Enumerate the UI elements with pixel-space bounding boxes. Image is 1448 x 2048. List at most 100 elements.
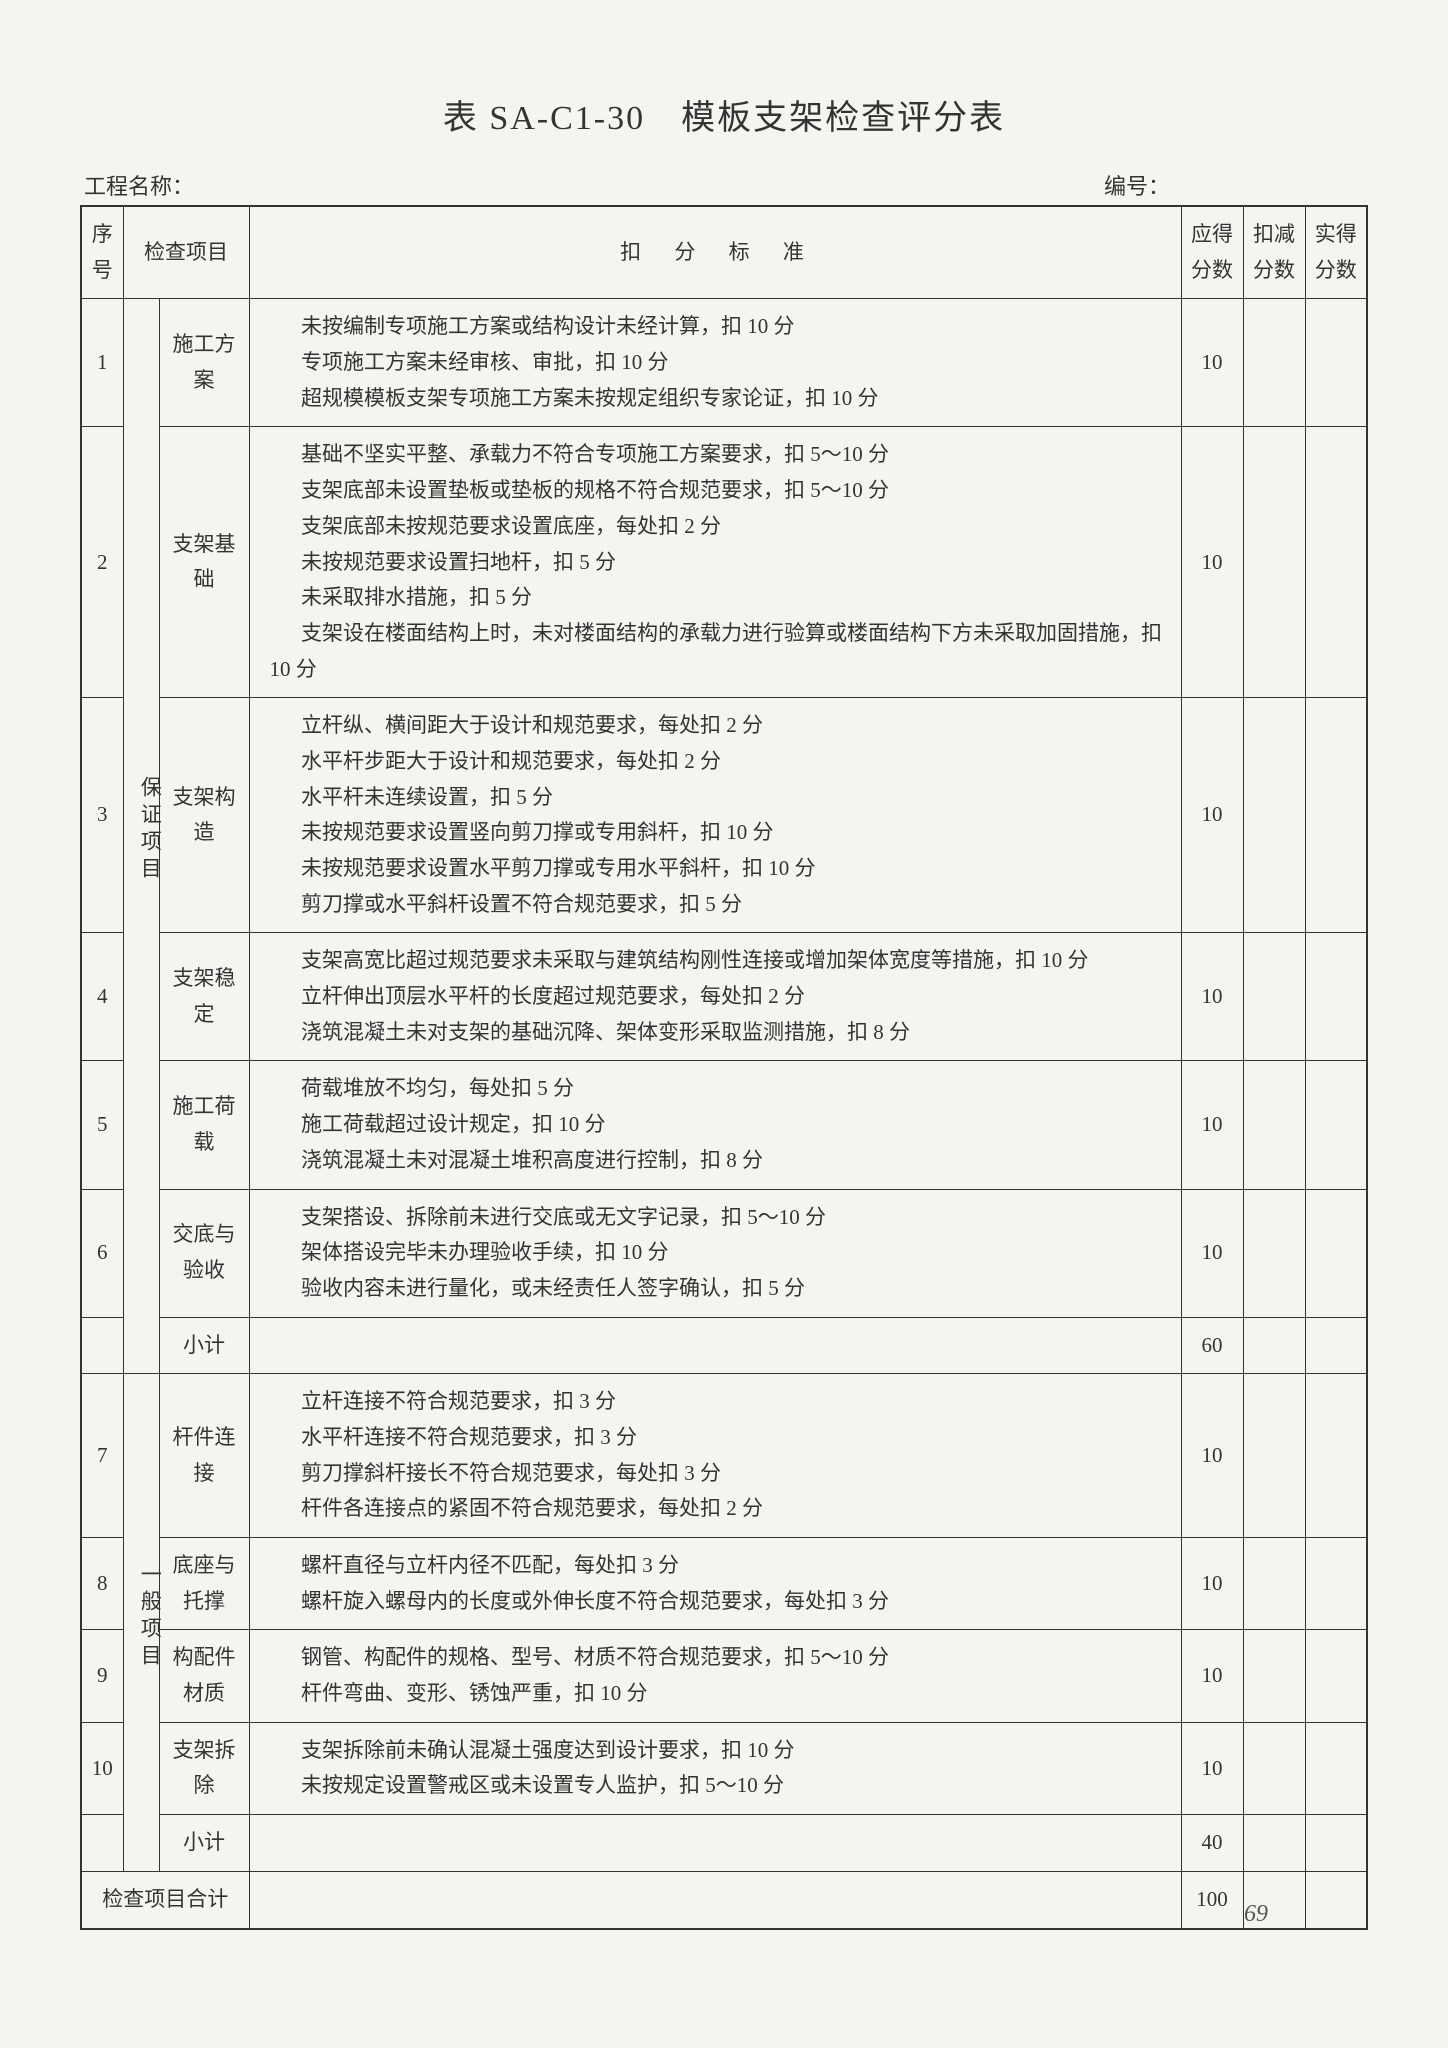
seq-cell: 4 bbox=[81, 933, 123, 1061]
subtotal-row: 小计 60 bbox=[81, 1317, 1367, 1374]
group-label: 一般项目 bbox=[132, 1563, 168, 1671]
actual-cell bbox=[1305, 1722, 1367, 1814]
criteria-cell: 未按编制专项施工方案或结构设计未经计算，扣 10 分专项施工方案未经审核、审批，… bbox=[249, 299, 1181, 427]
table-row: 4支架稳定支架高宽比超过规范要求未采取与建筑结构刚性连接或增加架体宽度等措施，扣… bbox=[81, 933, 1367, 1061]
criteria-line: 钢管、构配件的规格、型号、材质不符合规范要求，扣 5～10 分 bbox=[270, 1640, 1169, 1676]
actual-cell bbox=[1305, 1189, 1367, 1317]
actual-cell bbox=[1305, 933, 1367, 1061]
hdr-actual: 实得分数 bbox=[1305, 206, 1367, 299]
item-cell: 施工方案 bbox=[159, 299, 249, 427]
table-row: 6交底与验收支架搭设、拆除前未进行交底或无文字记录，扣 5～10 分架体搭设完毕… bbox=[81, 1189, 1367, 1317]
total-score-cell: 100 bbox=[1181, 1871, 1243, 1928]
criteria-line: 施工荷载超过设计规定，扣 10 分 bbox=[270, 1107, 1169, 1143]
criteria-cell bbox=[249, 1317, 1181, 1374]
subtotal-label-cell: 小计 bbox=[159, 1317, 249, 1374]
group-label-cell: 保证项目 bbox=[123, 299, 159, 1374]
actual-cell bbox=[1305, 1630, 1367, 1722]
serial-number-label: 编号： bbox=[1104, 169, 1364, 201]
seq-cell bbox=[81, 1317, 123, 1374]
score-cell: 10 bbox=[1181, 1061, 1243, 1189]
criteria-line: 立杆连接不符合规范要求，扣 3 分 bbox=[270, 1384, 1169, 1420]
hdr-criteria: 扣 分 标 准 bbox=[249, 206, 1181, 299]
criteria-line: 螺杆旋入螺母内的长度或外伸长度不符合规范要求，每处扣 3 分 bbox=[270, 1584, 1169, 1620]
criteria-line: 螺杆直径与立杆内径不匹配，每处扣 3 分 bbox=[270, 1548, 1169, 1584]
table-row: 5施工荷载荷载堆放不均匀，每处扣 5 分施工荷载超过设计规定，扣 10 分浇筑混… bbox=[81, 1061, 1367, 1189]
project-name-label: 工程名称： bbox=[84, 169, 1104, 201]
seq-cell: 2 bbox=[81, 427, 123, 698]
seq-cell: 5 bbox=[81, 1061, 123, 1189]
score-cell: 10 bbox=[1181, 299, 1243, 427]
score-cell: 10 bbox=[1181, 933, 1243, 1061]
score-cell: 10 bbox=[1181, 427, 1243, 698]
seq-cell: 6 bbox=[81, 1189, 123, 1317]
score-cell: 10 bbox=[1181, 1538, 1243, 1630]
actual-cell bbox=[1305, 698, 1367, 933]
subtotal-label-cell: 小计 bbox=[159, 1815, 249, 1872]
subtotal-row: 小计 40 bbox=[81, 1815, 1367, 1872]
item-cell: 杆件连接 bbox=[159, 1374, 249, 1538]
criteria-cell: 支架拆除前未确认混凝土强度达到设计要求，扣 10 分未按规定设置警戒区或未设置专… bbox=[249, 1722, 1181, 1814]
criteria-line: 支架高宽比超过规范要求未采取与建筑结构刚性连接或增加架体宽度等措施，扣 10 分 bbox=[270, 943, 1169, 979]
criteria-cell bbox=[249, 1815, 1181, 1872]
actual-cell bbox=[1305, 1317, 1367, 1374]
deduct-cell bbox=[1243, 1722, 1305, 1814]
deduct-cell bbox=[1243, 1317, 1305, 1374]
item-cell: 支架构造 bbox=[159, 698, 249, 933]
criteria-line: 未按规范要求设置扫地杆，扣 5 分 bbox=[270, 545, 1169, 581]
criteria-line: 支架底部未按规范要求设置底座，每处扣 2 分 bbox=[270, 509, 1169, 545]
criteria-line: 支架底部未设置垫板或垫板的规格不符合规范要求，扣 5～10 分 bbox=[270, 473, 1169, 509]
table-row: 10 支架拆除支架拆除前未确认混凝土强度达到设计要求，扣 10 分未按规定设置警戒… bbox=[81, 1722, 1367, 1814]
actual-cell bbox=[1305, 1871, 1367, 1928]
score-cell: 10 bbox=[1181, 698, 1243, 933]
criteria-cell: 支架高宽比超过规范要求未采取与建筑结构刚性连接或增加架体宽度等措施，扣 10 分… bbox=[249, 933, 1181, 1061]
deduct-cell bbox=[1243, 1061, 1305, 1189]
score-cell: 10 bbox=[1181, 1189, 1243, 1317]
hdr-score: 应得分数 bbox=[1181, 206, 1243, 299]
deduct-cell bbox=[1243, 1374, 1305, 1538]
criteria-line: 未按规定设置警戒区或未设置专人监护，扣 5～10 分 bbox=[270, 1768, 1169, 1804]
hdr-item: 检查项目 bbox=[123, 206, 249, 299]
actual-cell bbox=[1305, 427, 1367, 698]
deduct-cell bbox=[1243, 698, 1305, 933]
criteria-line: 支架搭设、拆除前未进行交底或无文字记录，扣 5～10 分 bbox=[270, 1200, 1169, 1236]
item-cell: 交底与验收 bbox=[159, 1189, 249, 1317]
item-cell: 构配件材质 bbox=[159, 1630, 249, 1722]
seq-cell: 3 bbox=[81, 698, 123, 933]
item-cell: 支架拆除 bbox=[159, 1722, 249, 1814]
score-cell: 10 bbox=[1181, 1722, 1243, 1814]
criteria-line: 未采取排水措施，扣 5 分 bbox=[270, 580, 1169, 616]
group-label-cell: 一般项目 bbox=[123, 1374, 159, 1872]
criteria-line: 水平杆连接不符合规范要求，扣 3 分 bbox=[270, 1420, 1169, 1456]
criteria-cell: 钢管、构配件的规格、型号、材质不符合规范要求，扣 5～10 分杆件弯曲、变形、锈… bbox=[249, 1630, 1181, 1722]
item-cell: 底座与托撑 bbox=[159, 1538, 249, 1630]
seq-cell: 9 bbox=[81, 1630, 123, 1722]
actual-cell bbox=[1305, 1061, 1367, 1189]
criteria-line: 立杆伸出顶层水平杆的长度超过规范要求，每处扣 2 分 bbox=[270, 979, 1169, 1015]
total-label-cell: 检查项目合计 bbox=[81, 1871, 249, 1928]
criteria-line: 未按规范要求设置水平剪刀撑或专用水平斜杆，扣 10 分 bbox=[270, 851, 1169, 887]
seq-cell: 8 bbox=[81, 1538, 123, 1630]
hdr-deduct: 扣减分数 bbox=[1243, 206, 1305, 299]
meta-row: 工程名称： 编号： bbox=[80, 169, 1368, 201]
page-title: 表 SA-C1-30 模板支架检查评分表 bbox=[80, 90, 1368, 139]
scoring-table: 序号 检查项目 扣 分 标 准 应得分数 扣减分数 实得分数 1保证项目施工方案… bbox=[80, 205, 1368, 1930]
score-cell: 10 bbox=[1181, 1374, 1243, 1538]
criteria-line: 超规模模板支架专项施工方案未按规定组织专家论证，扣 10 分 bbox=[270, 381, 1169, 417]
actual-cell bbox=[1305, 299, 1367, 427]
seq-cell: 1 bbox=[81, 299, 123, 427]
deduct-cell bbox=[1243, 427, 1305, 698]
subtotal-score-cell: 40 bbox=[1181, 1815, 1243, 1872]
criteria-line: 立杆纵、横间距大于设计和规范要求，每处扣 2 分 bbox=[270, 708, 1169, 744]
table-row: 7一般项目杆件连接立杆连接不符合规范要求，扣 3 分水平杆连接不符合规范要求，扣… bbox=[81, 1374, 1367, 1538]
criteria-line: 浇筑混凝土未对支架的基础沉降、架体变形采取监测措施，扣 8 分 bbox=[270, 1015, 1169, 1051]
criteria-line: 浇筑混凝土未对混凝土堆积高度进行控制，扣 8 分 bbox=[270, 1143, 1169, 1179]
table-row: 9 构配件材质钢管、构配件的规格、型号、材质不符合规范要求，扣 5～10 分杆件弯… bbox=[81, 1630, 1367, 1722]
item-cell: 施工荷载 bbox=[159, 1061, 249, 1189]
group-label: 保证项目 bbox=[132, 776, 168, 884]
table-row: 8 底座与托撑螺杆直径与立杆内径不匹配，每处扣 3 分螺杆旋入螺母内的长度或外伸长… bbox=[81, 1538, 1367, 1630]
table-row: 3支架构造立杆纵、横间距大于设计和规范要求，每处扣 2 分水平杆步距大于设计和规… bbox=[81, 698, 1367, 933]
criteria-line: 杆件各连接点的紧固不符合规范要求，每处扣 2 分 bbox=[270, 1491, 1169, 1527]
subtotal-score-cell: 60 bbox=[1181, 1317, 1243, 1374]
criteria-line: 杆件弯曲、变形、锈蚀严重，扣 10 分 bbox=[270, 1676, 1169, 1712]
deduct-cell bbox=[1243, 1630, 1305, 1722]
